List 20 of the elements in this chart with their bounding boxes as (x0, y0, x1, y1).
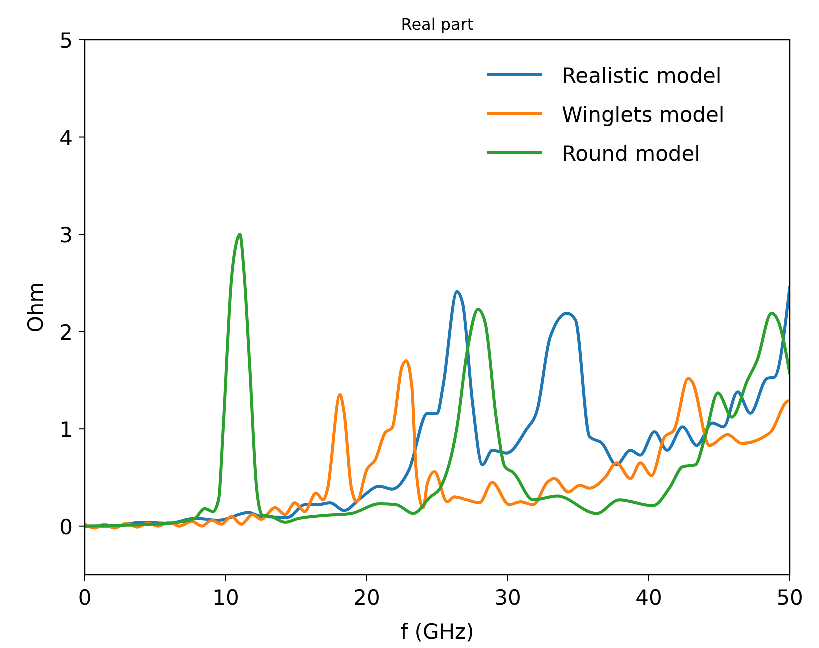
legend-label: Winglets model (562, 103, 725, 127)
y-tick-label: 1 (60, 418, 73, 442)
x-tick-label: 50 (776, 586, 804, 610)
x-tick-label: 0 (78, 586, 92, 610)
chart-title: Real part (401, 15, 474, 34)
legend-label: Round model (562, 142, 701, 166)
y-tick-label: 2 (60, 320, 73, 345)
y-tick-label: 4 (60, 126, 73, 150)
x-axis-title: f (GHz) (400, 620, 474, 644)
legend-label: Realistic model (562, 64, 722, 88)
x-tick-label: 10 (212, 586, 240, 610)
y-axis-title: Ohm (24, 282, 48, 333)
x-tick-label: 40 (636, 586, 662, 610)
line-series (85, 233, 790, 528)
x-tick-label: 20 (354, 586, 380, 610)
y-tick-label: 3 (60, 224, 73, 248)
y-tick-label: 0 (60, 515, 73, 540)
line-series (85, 360, 790, 530)
x-tick-label: 30 (494, 586, 522, 610)
y-tick-label: 5 (60, 29, 73, 53)
